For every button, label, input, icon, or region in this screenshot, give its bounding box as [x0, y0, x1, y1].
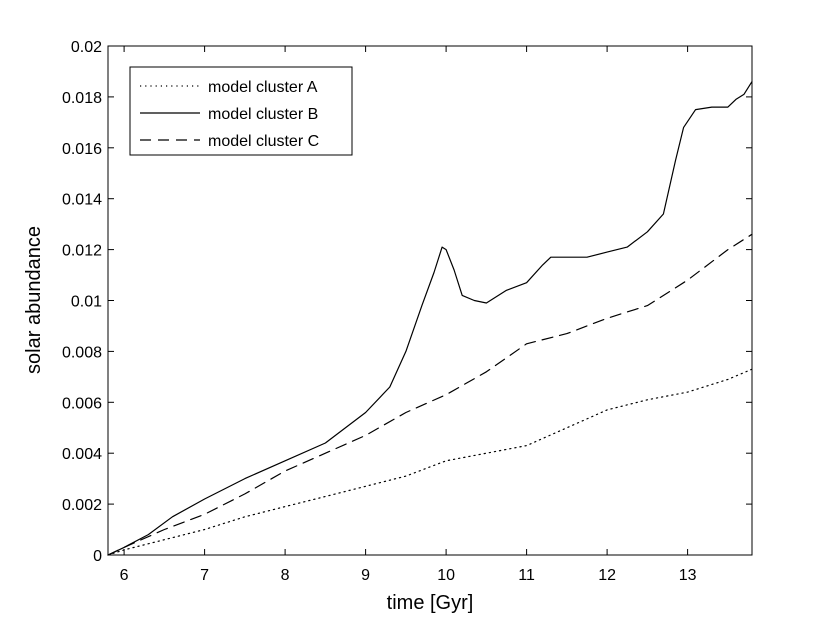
x-axis: 6 7 8 9 10 11 12 13 [120, 46, 697, 584]
y-tick-label: 0.018 [62, 90, 102, 107]
x-tick-label: 11 [518, 567, 535, 584]
series-layer [107, 80, 753, 556]
legend-label: model cluster C [208, 133, 319, 150]
series-line-model-cluster-a [107, 368, 753, 556]
y-tick-label: 0.004 [62, 446, 102, 463]
series-line-model-cluster-c [107, 233, 753, 556]
x-axis-title: time [Gyr] [387, 592, 474, 614]
y-axis-title: solar abundance [23, 226, 45, 374]
y-tick-label: 0.016 [62, 141, 102, 158]
x-tick-label: 10 [437, 567, 455, 584]
legend-label: model cluster A [208, 79, 318, 96]
x-tick-label: 8 [281, 567, 290, 584]
x-tick-label: 13 [679, 567, 697, 584]
y-tick-label: 0.012 [62, 243, 102, 260]
y-tick-label: 0.014 [62, 192, 102, 209]
y-tick-label: 0.008 [62, 344, 102, 361]
legend: model cluster A model cluster B model clus… [129, 66, 353, 156]
y-axis: 0 0.002 0.004 0.006 0.008 0.01 0.012 0.014 0.016… [62, 39, 752, 565]
y-tick-label: 0.006 [62, 395, 102, 412]
legend-label: model cluster B [208, 106, 318, 123]
x-tick-label: 9 [361, 567, 370, 584]
series-line-model-cluster-b [107, 80, 753, 556]
x-tick-label: 12 [598, 567, 616, 584]
y-tick-label: 0.01 [71, 294, 102, 311]
x-tick-label: 7 [200, 567, 209, 584]
y-tick-label: 0.02 [71, 39, 102, 56]
x-tick-label: 6 [120, 567, 129, 584]
y-tick-label: 0.002 [62, 497, 102, 514]
y-tick-label: 0 [93, 548, 102, 565]
